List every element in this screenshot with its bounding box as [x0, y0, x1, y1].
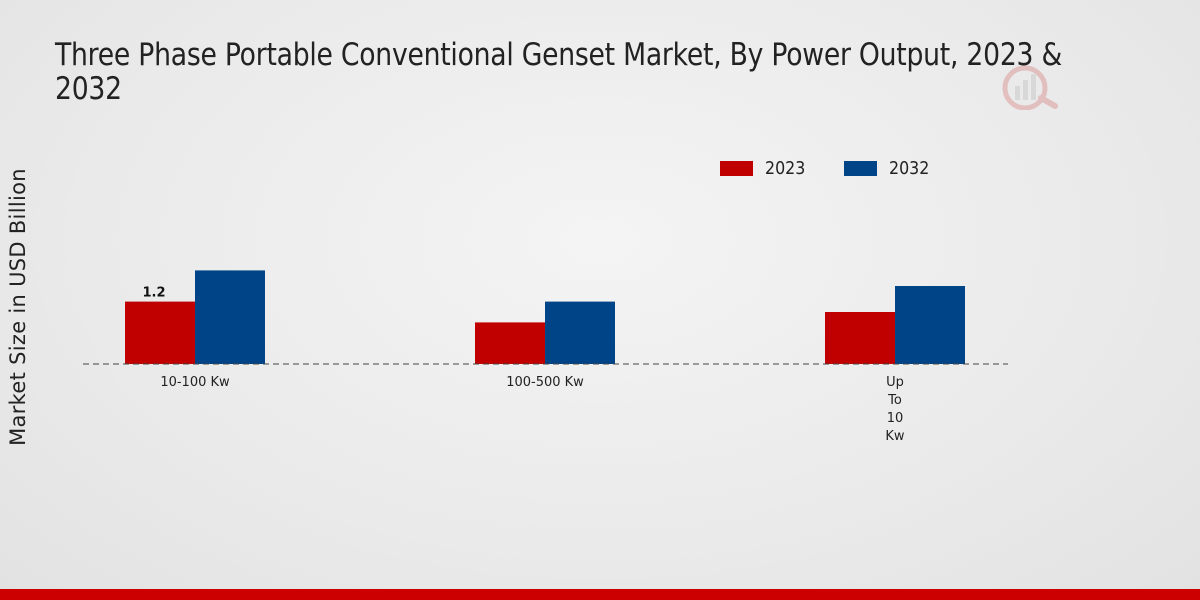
x-tick-label-3-line-4: Kw — [885, 429, 905, 444]
bottom-accent-bar — [0, 589, 1200, 600]
legend: 2023 2032 — [720, 158, 968, 179]
x-tick-label-1: 10-100 Kw — [160, 375, 230, 390]
data-label-2023-1: 1.2 — [142, 286, 165, 301]
legend-item-2032: 2032 — [843, 158, 935, 179]
bar-2032-1 — [195, 270, 265, 364]
watermark-logo-icon — [1002, 65, 1058, 110]
legend-swatch-2032 — [843, 161, 877, 176]
chart-title: Three Phase Portable Conventional Genset… — [55, 37, 1062, 107]
x-tick-label-3-line-1: Up — [886, 375, 904, 390]
x-tick-label-3-line-3: 10 — [887, 411, 904, 426]
legend-label-2032: 2032 — [888, 158, 930, 179]
x-tick-label-2: 100-500 Kw — [506, 375, 584, 390]
bar-2023-1 — [125, 301, 195, 364]
bar-2032-2 — [545, 301, 615, 364]
x-tick-label-3-line-2: To — [887, 393, 902, 408]
bar-2032-3 — [895, 286, 965, 364]
chart-title-line-1: Three Phase Portable Conventional Genset… — [55, 37, 1062, 73]
bar-2023-3 — [825, 312, 895, 364]
bar-2023-2 — [475, 322, 545, 364]
legend-swatch-2023 — [720, 161, 753, 176]
legend-label-2023: 2023 — [765, 158, 806, 179]
chart-title-line-2: 2032 — [55, 71, 122, 107]
legend-item-2023: 2023 — [720, 158, 811, 179]
